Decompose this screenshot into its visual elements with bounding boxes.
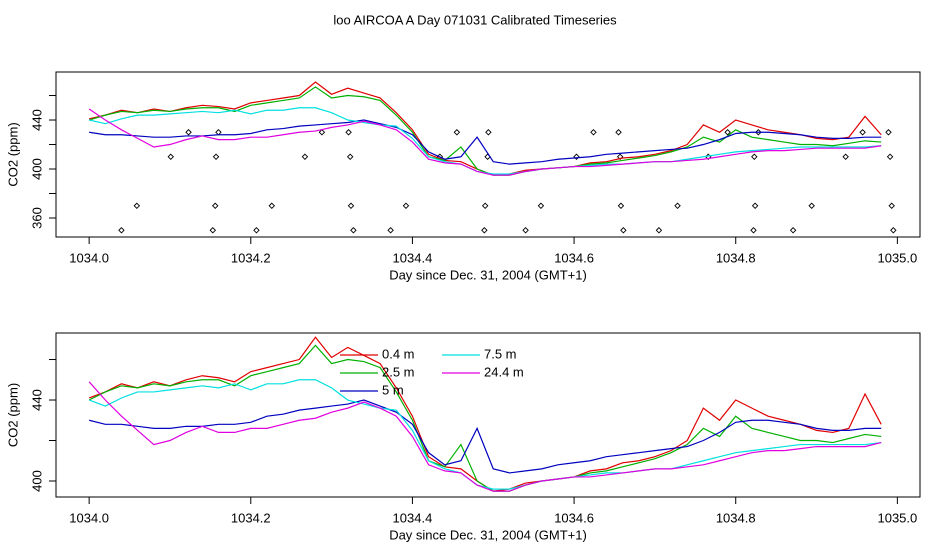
flag-point [212, 153, 220, 161]
series-line [89, 107, 882, 175]
flag-point [133, 202, 141, 210]
flag-point [318, 129, 326, 136]
flag-point [118, 227, 125, 234]
series-line [88, 381, 882, 492]
x-tick-label: 1034.4 [393, 250, 433, 265]
x-tick-label: 1034.8 [716, 250, 756, 265]
x-tick-label: 1034.6 [554, 250, 594, 265]
x-tick-label: 1034.6 [554, 510, 594, 525]
flag-point [886, 153, 894, 161]
flag-point [751, 153, 758, 161]
flag-point [755, 129, 762, 136]
flag-point [655, 227, 663, 234]
flag-point [346, 153, 354, 161]
legend-label: 7.5 m [484, 346, 517, 361]
y-tick-label: 440 [29, 109, 44, 131]
flag-point [301, 153, 309, 161]
flag-point [808, 202, 815, 210]
chart-title: loo AIRCOA A Day 071031 Calibrated Times… [333, 12, 617, 27]
flag-point [211, 202, 219, 210]
flag-point [387, 227, 394, 234]
flag-point [185, 129, 192, 136]
flag-point [885, 129, 892, 136]
y-tick-label: 400 [29, 470, 44, 492]
x-tick-label: 1034.4 [393, 510, 433, 525]
x-tick-label: 1034.0 [69, 250, 109, 265]
legend-label: 0.4 m [382, 346, 415, 361]
flag-point [485, 129, 492, 136]
flag-point [402, 202, 410, 210]
flag-point [268, 202, 276, 210]
flag-point [167, 153, 175, 161]
flag-point [209, 227, 217, 234]
y-tick-label: 440 [29, 389, 44, 411]
series-line [88, 108, 882, 176]
y-axis-label: CO2 (ppm) [5, 383, 20, 447]
series-line [88, 379, 882, 490]
plot-frame [55, 71, 921, 238]
flag-point [453, 129, 461, 136]
legend-label: 5 m [382, 382, 404, 397]
x-axis-label: Day since Dec. 31, 2004 (GMT+1) [389, 527, 587, 542]
flag-point [347, 202, 355, 210]
flag-point [590, 129, 597, 136]
series-line [88, 86, 882, 176]
flag-point [842, 153, 849, 161]
flag-point [522, 227, 529, 234]
x-tick-label: 1035.0 [877, 510, 917, 525]
flag-point [751, 202, 759, 210]
y-tick-label: 360 [29, 207, 44, 229]
flag-point [537, 202, 545, 210]
flag-point [674, 202, 681, 210]
flag-point [345, 129, 352, 136]
x-tick-label: 1035.0 [877, 250, 917, 265]
flag-point [617, 202, 625, 210]
flag-point [724, 129, 731, 136]
legend-label: 2.5 m [382, 364, 415, 379]
flag-point [253, 227, 260, 234]
flag-point [620, 227, 627, 234]
flag-point [481, 202, 489, 210]
flag-point [750, 227, 757, 234]
x-tick-label: 1034.0 [69, 510, 109, 525]
x-tick-label: 1034.2 [231, 510, 271, 525]
x-tick-label: 1034.2 [231, 250, 271, 265]
legend-label: 24.4 m [484, 364, 524, 379]
flag-point [859, 129, 866, 136]
plot-frame [55, 332, 921, 498]
series-line [89, 81, 882, 176]
flag-point [573, 153, 580, 161]
flag-point [350, 227, 357, 234]
flag-point [616, 153, 624, 161]
flag-point [615, 129, 622, 136]
x-axis-label: Day since Dec. 31, 2004 (GMT+1) [389, 267, 587, 282]
flag-point [789, 227, 797, 234]
series-line [88, 399, 882, 474]
flag-point [481, 227, 488, 234]
flag-point [215, 129, 222, 136]
flag-point [890, 227, 897, 234]
y-axis-label: CO2 (ppm) [5, 122, 20, 186]
y-tick-label: 400 [29, 158, 44, 180]
x-tick-label: 1034.8 [716, 510, 756, 525]
series-line [89, 119, 882, 165]
flag-point [888, 202, 895, 210]
series-line [88, 344, 882, 492]
